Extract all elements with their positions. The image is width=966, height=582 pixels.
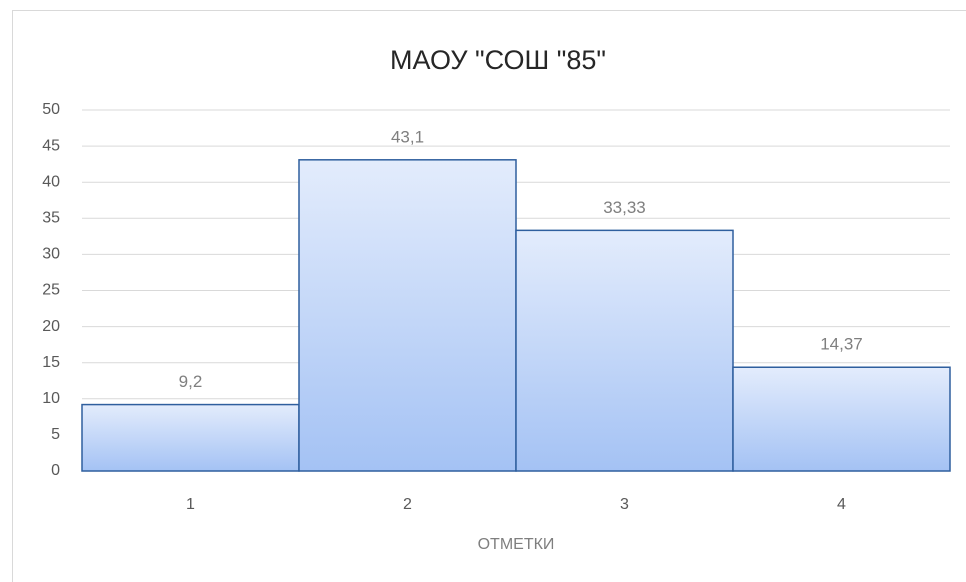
y-tick-label: 35 [42,210,60,227]
y-tick-label: 45 [42,137,60,154]
bar [81,403,300,472]
y-tick-label: 30 [42,246,60,263]
x-tick-label: 1 [186,496,195,513]
y-tick-label: 50 [42,101,60,118]
x-tick-label: 2 [403,496,412,513]
y-tick-label: 0 [51,462,60,479]
bar [298,159,517,472]
y-tick-label: 10 [42,390,60,407]
data-label: 33,33 [603,198,646,217]
bar [732,366,951,472]
x-axis-title: ОТМЕТКИ [478,536,555,553]
y-tick-label: 25 [42,282,60,299]
bar [515,229,734,472]
data-label: 43,1 [391,127,424,146]
x-tick-label: 3 [620,496,629,513]
y-tick-label: 20 [42,318,60,335]
y-tick-label: 15 [42,354,60,371]
chart-title: МАОУ "СОШ "85" [390,45,606,75]
data-label: 14,37 [820,335,863,354]
data-label: 9,2 [179,372,203,391]
y-tick-label: 5 [51,426,60,443]
x-tick-label: 4 [837,496,846,513]
y-tick-label: 40 [42,173,60,190]
